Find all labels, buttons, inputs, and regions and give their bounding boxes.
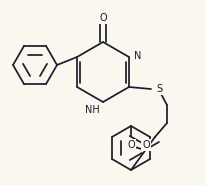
- Text: NH: NH: [85, 105, 100, 115]
- Text: O: O: [127, 140, 135, 150]
- Text: N: N: [134, 51, 141, 61]
- Text: S: S: [156, 84, 162, 94]
- Text: O: O: [99, 13, 107, 23]
- Text: O: O: [142, 140, 150, 150]
